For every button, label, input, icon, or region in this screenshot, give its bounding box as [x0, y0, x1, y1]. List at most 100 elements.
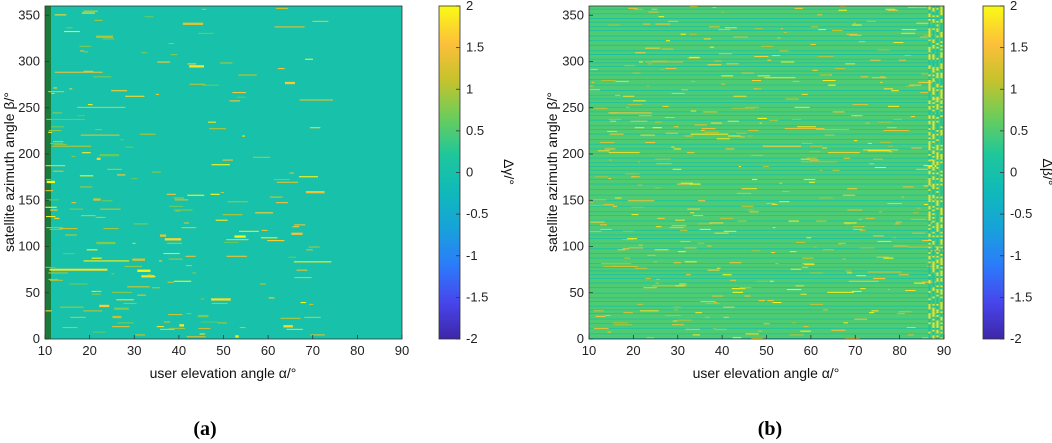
heatmap-cell	[610, 120, 617, 122]
heatmap-cell	[124, 146, 134, 148]
heatmap-cell	[940, 92, 943, 95]
heatmap-cell	[93, 76, 112, 78]
heatmap-cell	[940, 183, 943, 186]
heatmap-cell	[932, 107, 935, 110]
heatmap-cell	[48, 272, 69, 274]
heatmap-cell	[928, 235, 931, 238]
heatmap-cell	[667, 20, 679, 22]
heatmap-cell	[759, 122, 763, 124]
heatmap-cell	[932, 337, 935, 339]
heatmap-cell	[870, 59, 881, 61]
heatmap-cell	[170, 54, 178, 56]
heatmap-cell	[940, 50, 943, 53]
heatmap-cell	[622, 239, 634, 241]
heatmap-cell	[690, 110, 697, 112]
heatmap-cell	[209, 128, 227, 130]
heatmap-cell	[736, 132, 747, 134]
heatmap-cell	[689, 56, 700, 58]
heatmap-cell	[923, 185, 932, 187]
heatmap-cell	[712, 327, 716, 329]
heatmap-cell	[589, 8, 943, 10]
heatmap-cell	[179, 324, 185, 327]
heatmap-cell	[928, 35, 931, 38]
heatmap-cell	[845, 63, 856, 65]
heatmap-cell	[832, 169, 840, 171]
heatmap-cell	[932, 163, 935, 166]
heatmap-cell	[589, 166, 930, 167]
heatmap-cell	[932, 105, 935, 108]
heatmap-cell	[928, 76, 931, 79]
heatmap-cell	[936, 213, 939, 216]
heatmap-cell	[822, 249, 835, 251]
heatmap-cell	[918, 81, 933, 83]
heatmap-cell	[940, 111, 943, 114]
heatmap-cell	[928, 144, 931, 147]
heatmap-cell	[940, 215, 943, 217]
heatmap-cell	[936, 296, 939, 299]
heatmap-cell	[589, 204, 615, 206]
x-tick-label: 60	[261, 343, 275, 358]
heatmap-cell	[631, 206, 645, 208]
heatmap-cell	[928, 111, 931, 114]
heatmap-cell	[940, 57, 943, 60]
heatmap-cell	[916, 22, 931, 24]
heatmap-cell	[695, 312, 703, 314]
heatmap-cell	[752, 80, 762, 82]
heatmap-cell	[699, 228, 711, 230]
heatmap-cell	[182, 22, 204, 25]
heatmap-cell	[866, 20, 876, 22]
heatmap-cell	[132, 242, 136, 244]
heatmap-cell	[940, 237, 943, 240]
heatmap-cell	[589, 282, 936, 284]
heatmap-cell	[936, 181, 939, 184]
heatmap-cell	[236, 96, 246, 98]
heatmap-cell	[928, 59, 931, 62]
heatmap-cell	[936, 276, 939, 278]
heatmap-cell	[940, 13, 943, 16]
heatmap-cell	[940, 154, 943, 156]
heatmap-cell	[589, 62, 939, 64]
heatmap-cell	[79, 45, 92, 47]
heatmap-cell	[932, 281, 935, 284]
y-tick-label: 50	[26, 285, 40, 300]
heatmap-cell	[685, 274, 691, 276]
heatmap-cell	[589, 313, 944, 314]
heatmap-cell	[589, 139, 929, 141]
heatmap-cell	[741, 188, 745, 190]
heatmap-cell	[651, 8, 658, 10]
heatmap-cell	[289, 172, 294, 174]
heatmap-cell	[101, 200, 113, 202]
heatmap-cell	[940, 65, 943, 68]
heatmap-cell	[658, 16, 665, 18]
heatmap-cell	[928, 205, 931, 208]
heatmap-cell	[913, 282, 926, 284]
heatmap-cell	[940, 322, 943, 325]
heatmap-cell	[167, 281, 174, 283]
heatmap-cell	[902, 186, 914, 188]
heatmap-cell	[623, 230, 634, 232]
heatmap-cell	[928, 287, 931, 290]
heatmap-cell	[928, 228, 931, 230]
heatmap-cell	[940, 259, 943, 262]
heatmap-cell	[940, 107, 943, 110]
heatmap-cell	[940, 209, 943, 212]
heatmap-cell	[62, 326, 78, 329]
heatmap-cell	[80, 134, 120, 136]
heatmap-cell	[936, 144, 939, 147]
heatmap-cell	[932, 314, 935, 317]
heatmap-cell	[936, 52, 939, 55]
heatmap-cell	[932, 242, 935, 245]
heatmap-cell	[940, 313, 943, 315]
heatmap-cell	[936, 89, 939, 92]
heatmap-cell	[940, 94, 943, 97]
heatmap-cell	[932, 115, 935, 117]
heatmap-cell	[893, 118, 903, 120]
heatmap-cell	[940, 274, 943, 277]
heatmap-cell	[940, 305, 943, 308]
heatmap-cell	[199, 333, 205, 335]
heatmap-cell	[928, 211, 931, 214]
heatmap-cell	[137, 269, 151, 272]
heatmap-cell	[940, 292, 943, 295]
heatmap-cell	[940, 335, 943, 338]
